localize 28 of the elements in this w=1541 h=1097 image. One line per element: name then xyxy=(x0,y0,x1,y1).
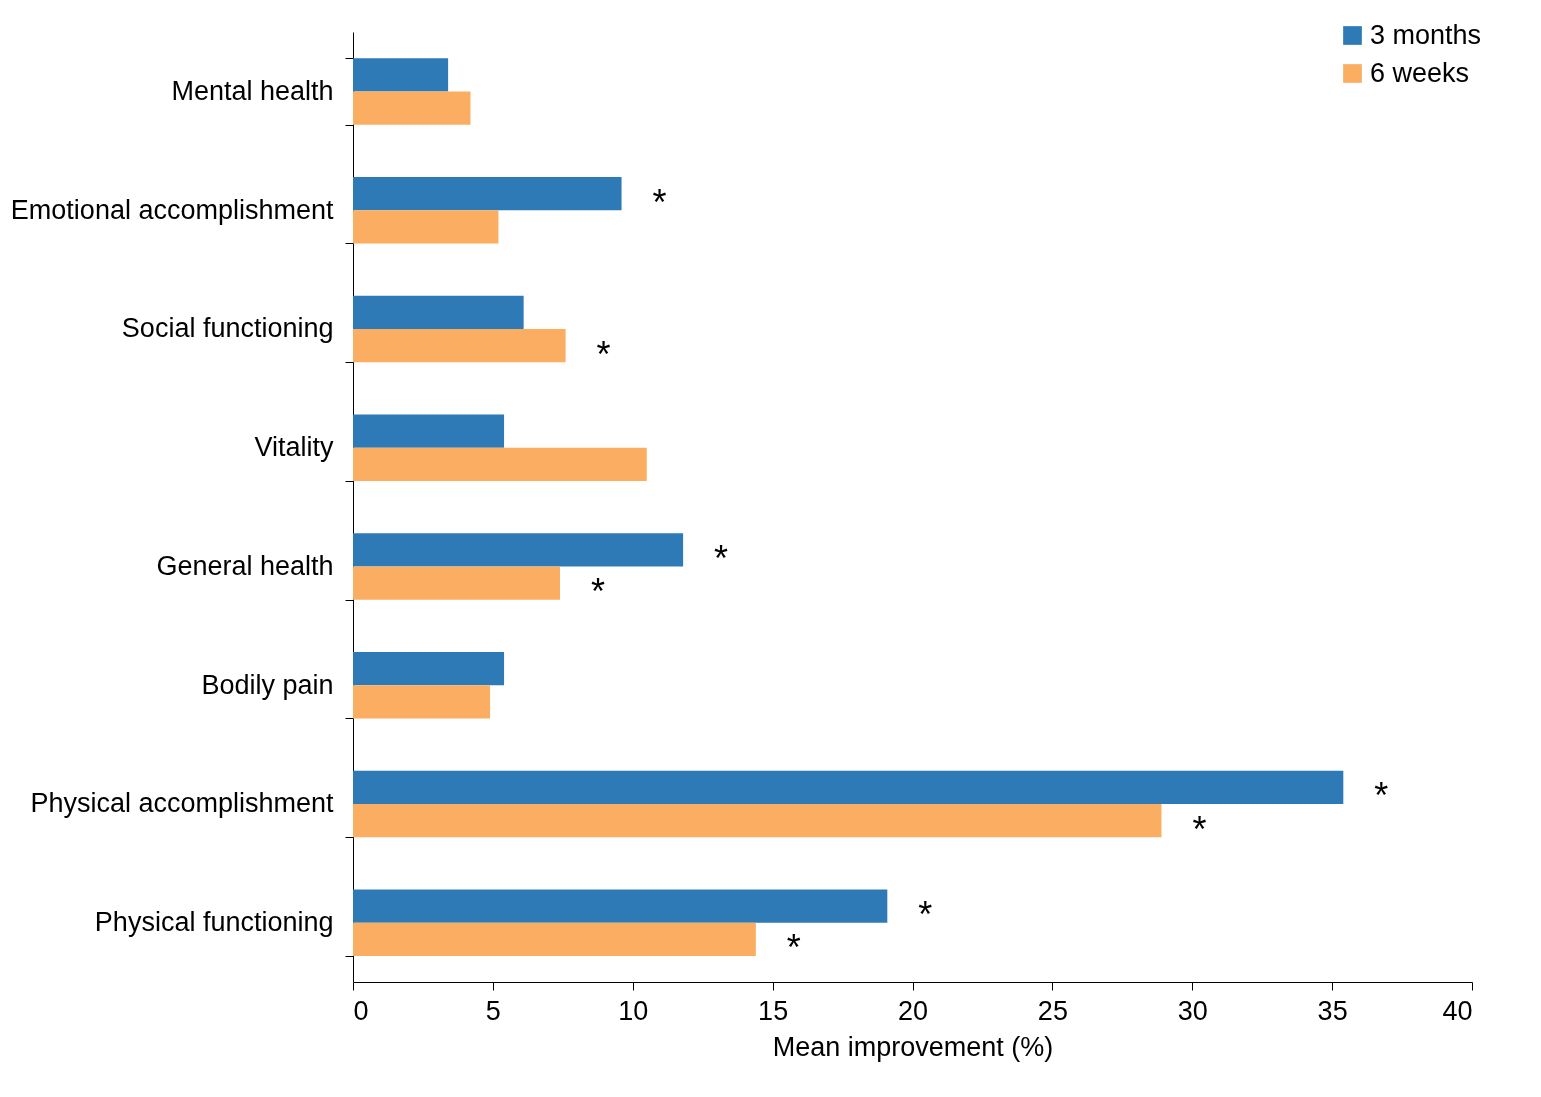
x-tick-label: 40 xyxy=(1442,995,1473,1026)
annotation: * xyxy=(591,571,606,612)
x-tick-label: 30 xyxy=(1177,995,1208,1026)
annotation: * xyxy=(1192,808,1207,850)
y-tick-label: Bodily pain xyxy=(201,669,334,700)
x-tick-label: 5 xyxy=(485,995,501,1026)
x-axis-title: Mean improvement (%) xyxy=(772,1031,1054,1062)
annotation: * xyxy=(714,537,729,579)
y-tick-label: General health xyxy=(156,550,334,581)
x-tick-label: 35 xyxy=(1317,995,1348,1026)
legend-label: 3 months xyxy=(1370,19,1482,50)
x-tick-label: 15 xyxy=(758,995,789,1026)
annotation: * xyxy=(1374,775,1389,817)
legend-label: 6 weeks xyxy=(1370,57,1470,88)
y-tick-label: Social functioning xyxy=(121,313,334,344)
y-tick-label: Vitality xyxy=(254,432,334,463)
y-tick-label: Mental health xyxy=(171,75,334,106)
annotation: * xyxy=(652,181,667,223)
annotation: * xyxy=(786,927,801,969)
x-tick-label: 0 xyxy=(353,995,369,1026)
x-tick-label: 20 xyxy=(897,995,929,1026)
y-tick-label: Physical functioning xyxy=(94,907,334,938)
annotation: * xyxy=(596,333,611,375)
x-tick-label: 25 xyxy=(1037,995,1068,1026)
y-tick-label: Emotional accomplishment xyxy=(10,194,334,225)
annotation: * xyxy=(918,894,933,935)
x-tick-label: 10 xyxy=(618,995,649,1026)
y-tick-label: Physical accomplishment xyxy=(30,788,334,819)
